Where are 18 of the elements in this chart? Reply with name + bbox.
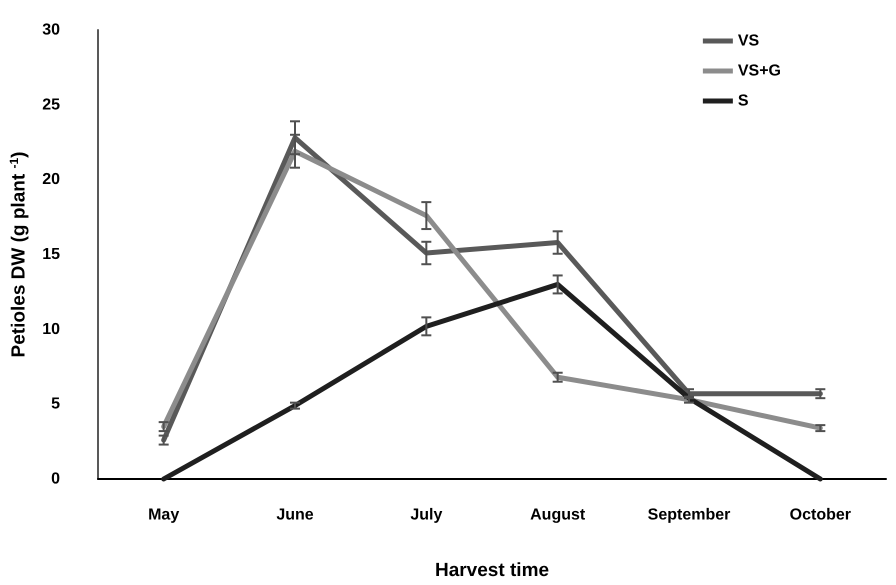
y-tick-label: 20: [42, 171, 60, 188]
x-tick-label: July: [410, 506, 442, 524]
x-tick-label: October: [790, 506, 852, 524]
legend-label: VS+G: [738, 62, 782, 80]
x-axis-title: Harvest time: [434, 560, 550, 581]
x-tick-label: May: [148, 506, 180, 524]
y-tick-label: 5: [51, 396, 60, 413]
x-tick-label: June: [276, 506, 314, 524]
y-axis-title: Petioles DW (g plant -1): [7, 152, 30, 358]
y-tick-label: 15: [42, 246, 60, 263]
y-tick-label: 25: [42, 96, 60, 114]
legend-label: VS: [738, 32, 760, 50]
legend-label: S: [738, 92, 749, 110]
x-tick-label: September: [648, 506, 730, 524]
y-tick-label: 30: [42, 22, 60, 38]
y-tick-label: 10: [42, 320, 60, 338]
y-tick-label: 0: [51, 470, 60, 488]
x-tick-label: August: [530, 506, 586, 524]
